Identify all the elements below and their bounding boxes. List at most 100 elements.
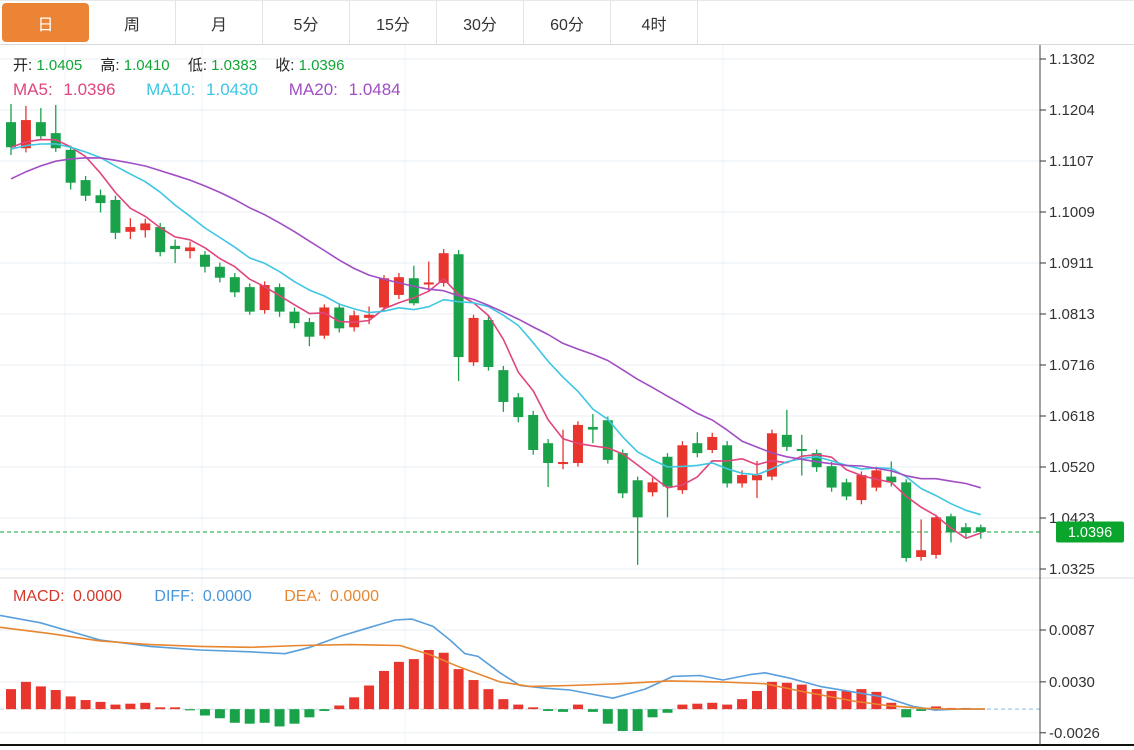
ma5-value: 1.0396: [63, 80, 116, 99]
current-price-badge: 1.0396: [1056, 521, 1124, 543]
macd-bar: [572, 704, 583, 710]
candle-body: [543, 443, 554, 464]
macd-bar: [587, 709, 598, 712]
candle-body: [453, 254, 464, 358]
ma20-value: 1.0484: [348, 80, 401, 99]
macd-axis-tick: 0.0087: [1049, 622, 1095, 639]
current-price-text: 1.0396: [1068, 525, 1112, 541]
macd-bar: [692, 703, 703, 710]
tab-15min[interactable]: 15分: [350, 1, 437, 44]
macd-bar: [35, 686, 46, 710]
candle-body: [647, 482, 658, 493]
tab-month[interactable]: 月: [176, 1, 263, 44]
macd-bar: [274, 709, 285, 727]
candle-body: [289, 311, 300, 324]
macd-bar: [65, 696, 76, 710]
macd-value: 0.0000: [73, 588, 122, 605]
timeframe-tabbar: 日 周 月 5分 15分 30分 60分 4时: [0, 0, 1134, 45]
tab-day[interactable]: 日: [2, 3, 89, 42]
macd-bar: [602, 709, 613, 724]
macd-legend: MACD: 0.0000 DIFF: 0.0000 DEA: 0.0000: [13, 588, 383, 606]
macd-bar: [513, 704, 524, 710]
candle-body: [244, 287, 255, 312]
candle-body: [319, 307, 330, 336]
low-value: 1.0383: [211, 57, 258, 74]
candle-body: [662, 456, 673, 487]
price-axis-tick: 1.0520: [1049, 459, 1095, 476]
candle-body: [916, 550, 927, 557]
candle-body: [528, 415, 539, 450]
candle-body: [20, 120, 31, 149]
macd-histogram: [6, 650, 971, 731]
macd-bar: [140, 702, 151, 710]
candle-body: [170, 245, 181, 250]
candle-body: [35, 122, 46, 137]
candle-body: [304, 322, 315, 337]
tab-4hour[interactable]: 4时: [611, 1, 698, 44]
price-axis-tick: 1.1009: [1049, 204, 1095, 221]
macd-bar: [155, 707, 166, 710]
macd-bar: [244, 709, 255, 724]
macd-bar: [6, 689, 16, 710]
macd-bar: [796, 684, 807, 710]
macd-bar: [229, 709, 240, 723]
macd-bar: [737, 699, 748, 710]
macd-bar: [95, 701, 106, 710]
candle-body: [199, 254, 210, 267]
tab-30min[interactable]: 30分: [437, 1, 524, 44]
price-axis-tick: 1.0325: [1049, 561, 1095, 578]
candle-body: [214, 266, 225, 278]
ma-legend: MA5: 1.0396 MA10: 1.0430 MA20: 1.0484: [13, 80, 407, 100]
high-value: 1.0410: [123, 57, 170, 74]
ma5-line: [10, 138, 982, 540]
macd-bar: [647, 709, 658, 718]
dea-label: DEA:: [284, 588, 322, 605]
candle-body: [796, 448, 807, 452]
candle-body: [349, 315, 360, 328]
candle-body: [274, 287, 285, 312]
candle-body: [811, 453, 822, 468]
macd-bar: [632, 709, 643, 731]
macd-bar: [617, 709, 628, 731]
candle-body: [602, 420, 613, 460]
macd-bar: [752, 690, 762, 710]
time-gridlines: [64, 45, 724, 745]
macd-bar: [766, 681, 777, 710]
candle-body: [140, 223, 151, 231]
dea-line: [0, 626, 985, 710]
macd-bar: [334, 705, 345, 710]
price-axis-tick: 1.0911: [1049, 255, 1094, 272]
price-axis-tick: 1.0813: [1049, 306, 1095, 323]
candle-body: [125, 227, 136, 232]
candle-body: [558, 461, 569, 465]
tab-60min[interactable]: 60分: [524, 1, 611, 44]
price-axis-tick: 1.0716: [1049, 357, 1095, 374]
tab-5min[interactable]: 5分: [263, 1, 350, 44]
candle-body: [975, 527, 986, 532]
macd-bar: [677, 704, 688, 710]
macd-bar: [423, 650, 434, 710]
diff-value: 0.0000: [202, 588, 252, 605]
macd-bar: [811, 689, 822, 710]
price-gridlines: [0, 58, 1040, 570]
macd-bar: [199, 709, 210, 716]
macd-bar: [214, 709, 225, 719]
candle-body: [707, 436, 718, 450]
macd-bar: [871, 691, 882, 710]
macd-bar: [170, 707, 181, 710]
candle-body: [423, 282, 434, 285]
candle-body: [185, 247, 196, 252]
ma20-line: [10, 157, 982, 489]
candle-body: [513, 397, 524, 418]
candle-body: [960, 527, 971, 533]
macd-bar: [110, 704, 121, 710]
macd-bar: [185, 709, 196, 711]
chart-canvas[interactable]: 1.1302 1.1204 1.1107 1.1009 1.0911 1.0813 1.07…: [0, 45, 1134, 750]
tab-week[interactable]: 周: [89, 1, 176, 44]
candle-body: [80, 180, 91, 196]
candle-body: [841, 482, 852, 497]
open-value: 1.0405: [36, 57, 83, 74]
price-axis-labels: 1.1302 1.1204 1.1107 1.1009 1.0911 1.0813 1.07…: [1040, 51, 1095, 578]
macd-axis-tick: -0.0026: [1049, 725, 1100, 742]
candle-body: [334, 307, 345, 329]
